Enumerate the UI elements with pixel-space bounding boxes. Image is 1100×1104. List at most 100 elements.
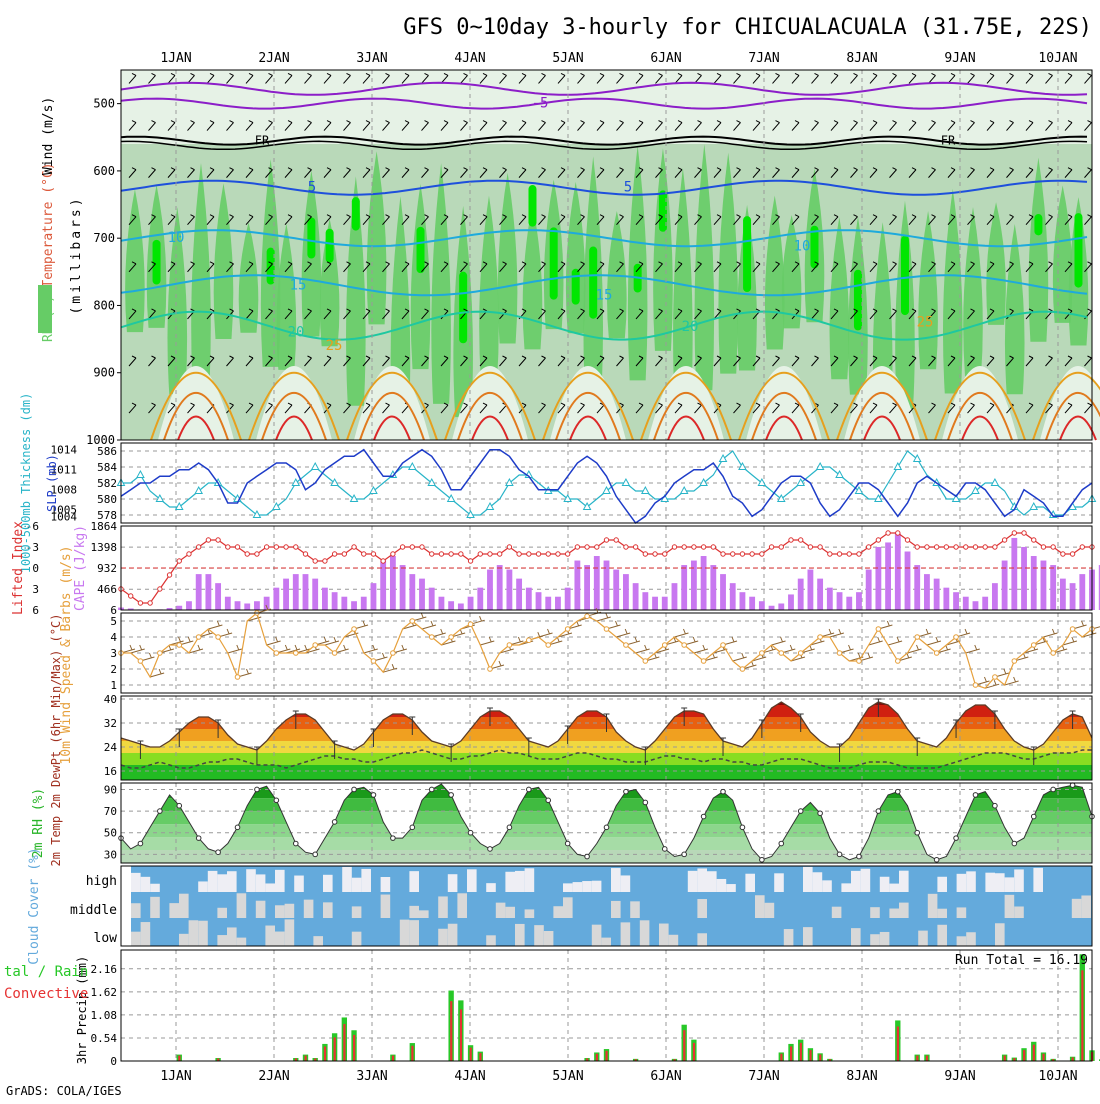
cloud-block <box>1005 877 1015 892</box>
cape-bar <box>934 579 940 610</box>
cloud-block <box>1014 869 1024 892</box>
lifted-index-point <box>1032 538 1036 542</box>
cape-bar <box>701 556 707 610</box>
cloud-level-label: high <box>86 874 117 889</box>
lifted-index-point <box>769 545 773 549</box>
cloud-block <box>198 921 208 946</box>
rh-point <box>604 825 609 830</box>
rh-saturated-core <box>572 269 580 305</box>
thickness-tick-label: 580 <box>97 493 117 506</box>
lifted-index-point <box>964 545 968 549</box>
wind-speed-point <box>216 635 221 640</box>
precip-convective-bar <box>470 1048 472 1061</box>
cape-bar <box>332 592 338 610</box>
lifted-index-point <box>565 552 569 556</box>
cape-bar <box>817 579 823 610</box>
cape-bar <box>623 574 629 610</box>
wind-tick-label: 2 <box>110 663 117 676</box>
cape-bar <box>254 601 260 610</box>
cape-bar <box>584 565 590 610</box>
cape-bar <box>710 565 716 610</box>
rh-point <box>177 803 182 808</box>
lifted-index-point <box>226 545 230 549</box>
lifted-index-point <box>760 552 764 556</box>
wind-speed-point <box>896 659 901 664</box>
lifted-index-point <box>371 552 375 556</box>
rh-point <box>798 809 803 814</box>
precip-convective-bar <box>916 1056 918 1061</box>
cloud-block <box>563 897 573 918</box>
cape-bar <box>778 603 784 610</box>
cape-bar <box>924 574 930 610</box>
cape-tick-label: 466 <box>97 583 117 596</box>
lifted-index-point <box>818 545 822 549</box>
wind-speed-point <box>604 627 609 632</box>
contour-label: 10 <box>794 238 811 254</box>
contour-label: FR <box>941 134 956 148</box>
cloud-block <box>313 936 323 946</box>
lifted-index-point <box>1002 538 1006 542</box>
pressure-axis-label: (millibars) <box>69 195 84 314</box>
wind-speed-point <box>507 643 512 648</box>
thickness-tick-label: 582 <box>97 477 117 490</box>
cloud-block <box>717 879 727 892</box>
cape-bar <box>186 601 192 610</box>
precip-convective-bar <box>1023 1050 1025 1061</box>
cloud-block <box>285 904 295 918</box>
cloud-block <box>438 929 448 946</box>
rh-point <box>993 803 998 808</box>
rh-point <box>585 854 590 859</box>
lifted-tick-label: 3 <box>32 583 39 596</box>
cloud-block <box>611 901 621 918</box>
wind-speed-point <box>235 675 240 680</box>
cape-bar <box>215 583 221 610</box>
cloud-block <box>131 873 141 892</box>
rh-saturated-core <box>589 247 597 319</box>
cloud-block <box>361 869 371 892</box>
contour-label: 25 <box>326 338 343 354</box>
lifted-index-point <box>459 552 463 556</box>
cape-bar <box>205 574 211 610</box>
day-label-bottom: 4JAN <box>454 1069 485 1084</box>
rh-point <box>896 789 901 794</box>
cloud-block <box>515 871 525 892</box>
cloud-block <box>995 873 1005 892</box>
rh-point <box>313 852 318 857</box>
rh-saturated-core <box>352 197 360 230</box>
cape-tick-label: 932 <box>97 562 117 575</box>
cloud-block <box>870 934 880 946</box>
rh-point <box>857 854 862 859</box>
rh-point <box>332 820 337 825</box>
precip-tick-label: 0 <box>110 1055 117 1068</box>
cape-bar <box>963 597 969 610</box>
rh-legend-swatch <box>38 285 52 333</box>
contour-label: 15 <box>290 277 307 293</box>
cape-bar <box>652 597 658 610</box>
cloud-block <box>1005 895 1015 918</box>
lifted-index-point <box>158 587 162 591</box>
cloud-block <box>697 868 707 892</box>
rh-point <box>507 825 512 830</box>
cloud-label: Cloud Cover (%) <box>27 847 42 964</box>
cloud-block <box>726 884 736 892</box>
wind-speed-point <box>468 622 473 627</box>
day-label-bottom: 7JAN <box>748 1069 779 1084</box>
cloud-block <box>899 903 909 918</box>
y-tick-label: 900 <box>93 366 115 380</box>
cape-bar <box>477 588 483 610</box>
cape-tick-label: 1864 <box>91 520 118 533</box>
day-label-bottom: 10JAN <box>1038 1069 1077 1084</box>
cape-bar <box>516 579 522 610</box>
wind-speed-point <box>488 667 493 672</box>
precip-convective-bar <box>809 1050 811 1061</box>
lifted-index-point <box>1051 545 1055 549</box>
rh-tick-label: 90 <box>104 783 117 796</box>
rh-saturated-core <box>743 216 751 292</box>
cape-bar <box>244 603 250 610</box>
rh-saturated-core <box>459 272 467 344</box>
cape-bar <box>943 588 949 610</box>
rh-point <box>449 793 454 798</box>
cloud-block <box>870 907 880 918</box>
precip-convective-bar <box>450 1001 452 1061</box>
cloud-block <box>237 938 247 946</box>
